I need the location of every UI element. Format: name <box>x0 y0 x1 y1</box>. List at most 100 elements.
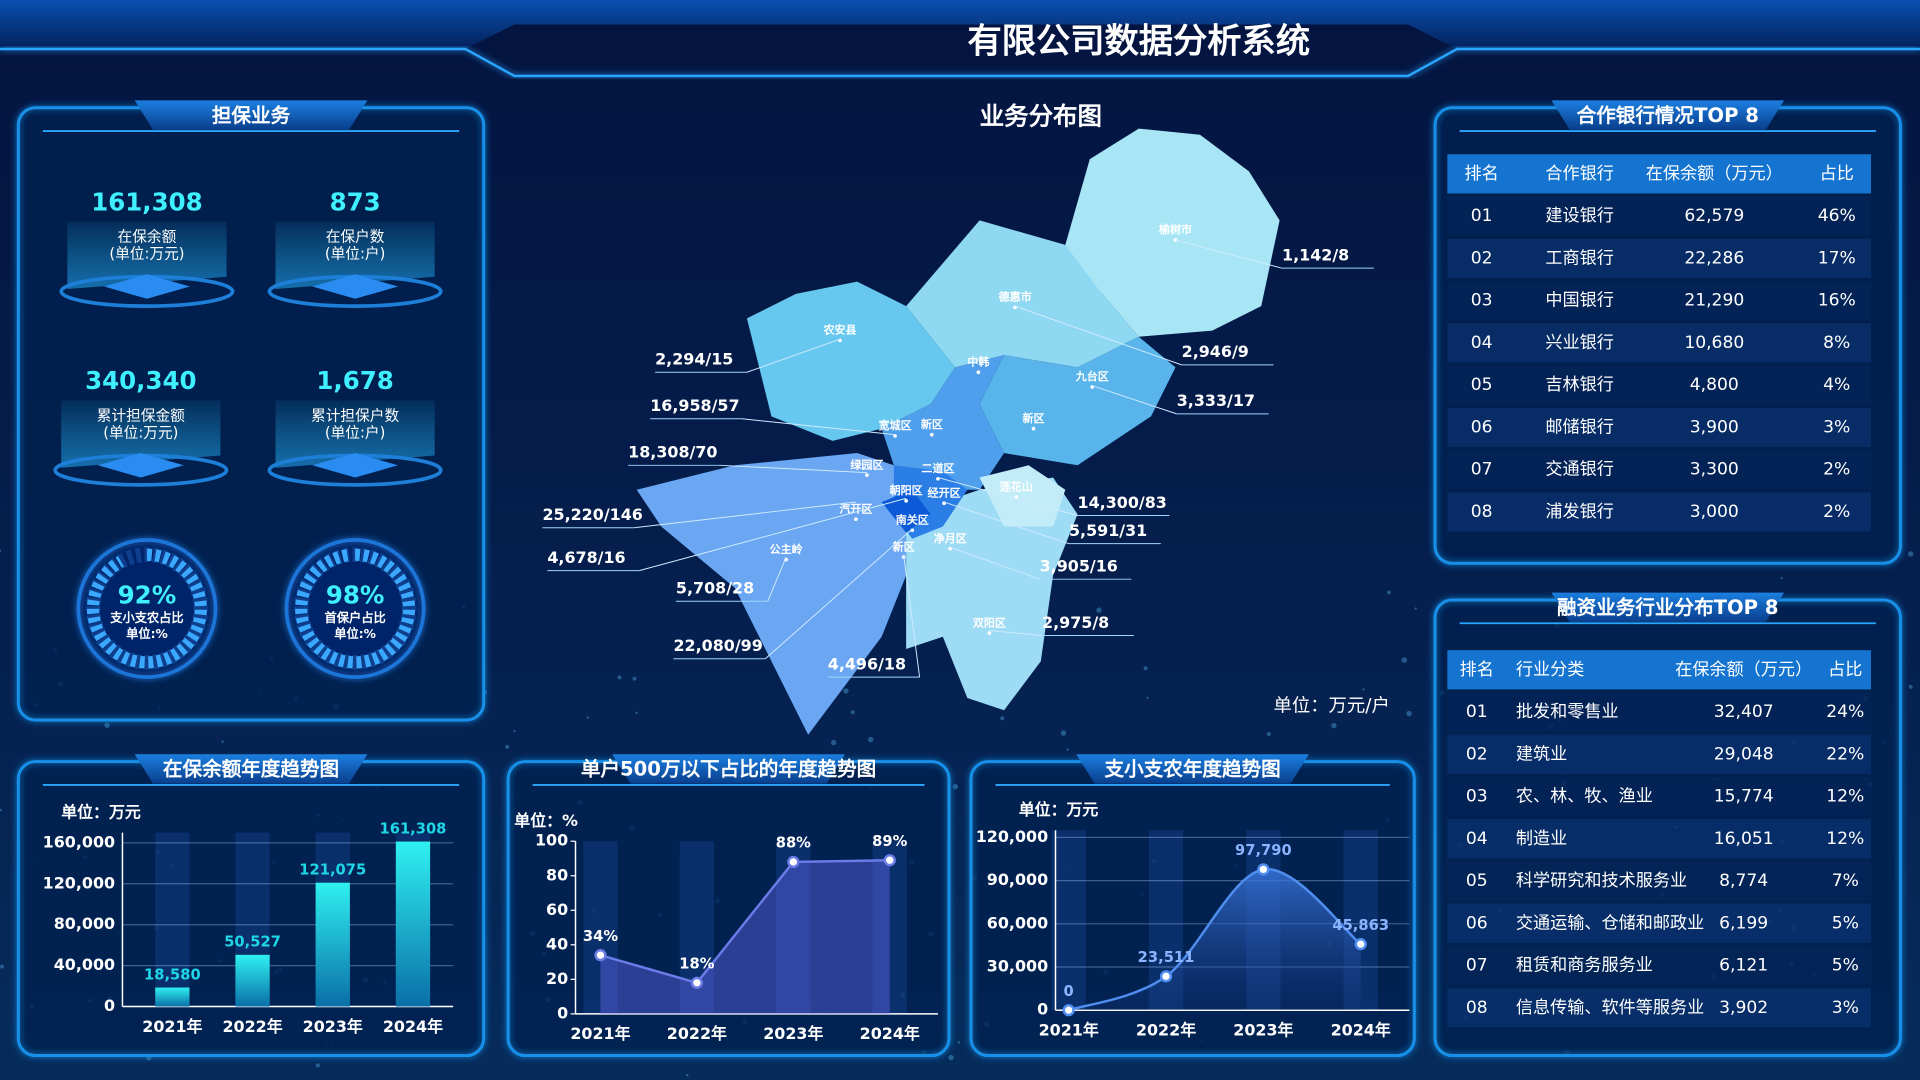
table-cell: 3% <box>1823 417 1850 437</box>
gauge-tick <box>367 652 377 668</box>
gauge-tick <box>299 627 315 639</box>
map <box>636 128 1280 735</box>
background-dot <box>1266 732 1271 736</box>
table-cell: 06 <box>1466 913 1488 933</box>
gauge-tick <box>192 596 208 604</box>
data-label: 0 <box>1064 983 1074 1000</box>
leader-line <box>1014 305 1182 366</box>
table-cell: 32,407 <box>1714 702 1774 722</box>
background-dot <box>686 1073 689 1077</box>
table-cell: 21,290 <box>1684 291 1744 311</box>
background-dot <box>635 711 638 715</box>
table-cell: 07 <box>1471 460 1493 480</box>
column-shadow <box>776 841 811 1014</box>
x-tick-label: 2022年 <box>222 1017 282 1036</box>
table-cell: 吉林银行 <box>1545 375 1614 395</box>
leader-line <box>741 418 896 436</box>
leader-line <box>937 477 1078 516</box>
panel-banner <box>134 100 368 130</box>
region-name: 双阳区 <box>973 615 1006 629</box>
leader-line <box>764 528 913 660</box>
background-dot <box>948 1054 954 1061</box>
area <box>1068 869 1361 1011</box>
map-label: 2,946/9 <box>1182 342 1249 361</box>
kpi-unit: (单位:户) <box>325 246 385 263</box>
leader-line <box>746 338 841 373</box>
map-region <box>881 489 931 533</box>
y-tick-label: 90,000 <box>987 870 1048 889</box>
background-dot <box>1386 590 1391 595</box>
background-dot <box>1362 688 1365 691</box>
gauge-tick <box>187 627 203 639</box>
column-shadow <box>155 832 190 1007</box>
y-tick-label: 80 <box>546 865 568 884</box>
background-dot <box>1331 722 1337 729</box>
line <box>600 858 890 985</box>
kpi-label: 在保户数 <box>326 229 385 246</box>
table-cell: 16,051 <box>1714 829 1774 849</box>
map-region <box>881 355 1005 490</box>
background-dot <box>617 675 622 680</box>
chart-unit: 单位：万元 <box>61 803 141 822</box>
map-label: 25,220/146 <box>542 505 642 524</box>
gauge-arc <box>295 548 416 669</box>
x-tick-label: 2022年 <box>1136 1021 1196 1040</box>
gauge-tick <box>116 648 128 665</box>
table-cell: 批发和零售业 <box>1516 702 1619 722</box>
gauge-tick <box>296 620 312 630</box>
x-tick-label: 2023年 <box>303 1017 363 1036</box>
y-tick-label: 20 <box>546 969 568 988</box>
table-cell: 6,121 <box>1719 956 1768 976</box>
table-header-cell: 占比 <box>1828 660 1862 680</box>
y-tick-label: 60 <box>546 900 568 919</box>
gauge-tick <box>398 587 415 597</box>
gauge-label: 支小支农占比 <box>109 610 183 625</box>
background-dot <box>843 688 849 694</box>
gauge-tick <box>178 563 192 578</box>
gauge-tick <box>134 654 143 670</box>
y-tick-label: 0 <box>104 996 115 1015</box>
table-header-cell: 排名 <box>1465 164 1499 184</box>
gauge-tick <box>172 644 185 660</box>
table-cell: 交通银行 <box>1545 460 1614 480</box>
kpi-pedestal <box>275 221 435 289</box>
gauge-tick <box>183 570 198 584</box>
y-tick-label: 100 <box>535 831 568 850</box>
table-row <box>1447 861 1872 901</box>
table-cell: 15,774 <box>1714 787 1774 807</box>
x-tick-label: 2024年 <box>860 1024 920 1043</box>
kpi-pedestal <box>67 221 227 289</box>
map-label: 5,708/28 <box>676 578 754 597</box>
header-band <box>0 0 1920 49</box>
table-cell: 制造业 <box>1516 829 1567 849</box>
map-region <box>746 281 956 441</box>
leader-line <box>639 497 907 572</box>
gauge-tick <box>151 547 159 563</box>
gauge-tick <box>374 648 386 665</box>
gauge-tick <box>400 596 416 604</box>
data-label: 18% <box>679 955 714 972</box>
background-dot <box>0 808 2 812</box>
region-dot <box>854 517 858 522</box>
table-cell: 62,579 <box>1684 206 1744 226</box>
region-name: 南关区 <box>896 512 929 526</box>
map-label: 1,142/8 <box>1282 245 1349 264</box>
background-dot <box>830 739 837 746</box>
table-cell: 邮储银行 <box>1545 417 1614 437</box>
kpi-value: 1,678 <box>316 366 393 395</box>
gauge-tick <box>391 570 407 584</box>
map-title: 业务分布图 <box>980 102 1102 131</box>
map-label: 14,300/83 <box>1078 493 1167 512</box>
table-row <box>1447 281 1872 321</box>
background-dot <box>104 722 110 728</box>
table-cell: 中国银行 <box>1545 291 1614 311</box>
table-cell: 22,286 <box>1684 248 1744 268</box>
region-name: 朝阳区 <box>890 483 923 497</box>
gauge-tick <box>134 547 143 563</box>
data-label: 88% <box>776 835 811 852</box>
table-row <box>1447 945 1872 986</box>
data-label: 50,527 <box>224 934 281 951</box>
kpi-label: 在保余额 <box>118 228 177 246</box>
table-cell: 5% <box>1832 956 1859 976</box>
table-cell: 建筑业 <box>1516 744 1567 764</box>
